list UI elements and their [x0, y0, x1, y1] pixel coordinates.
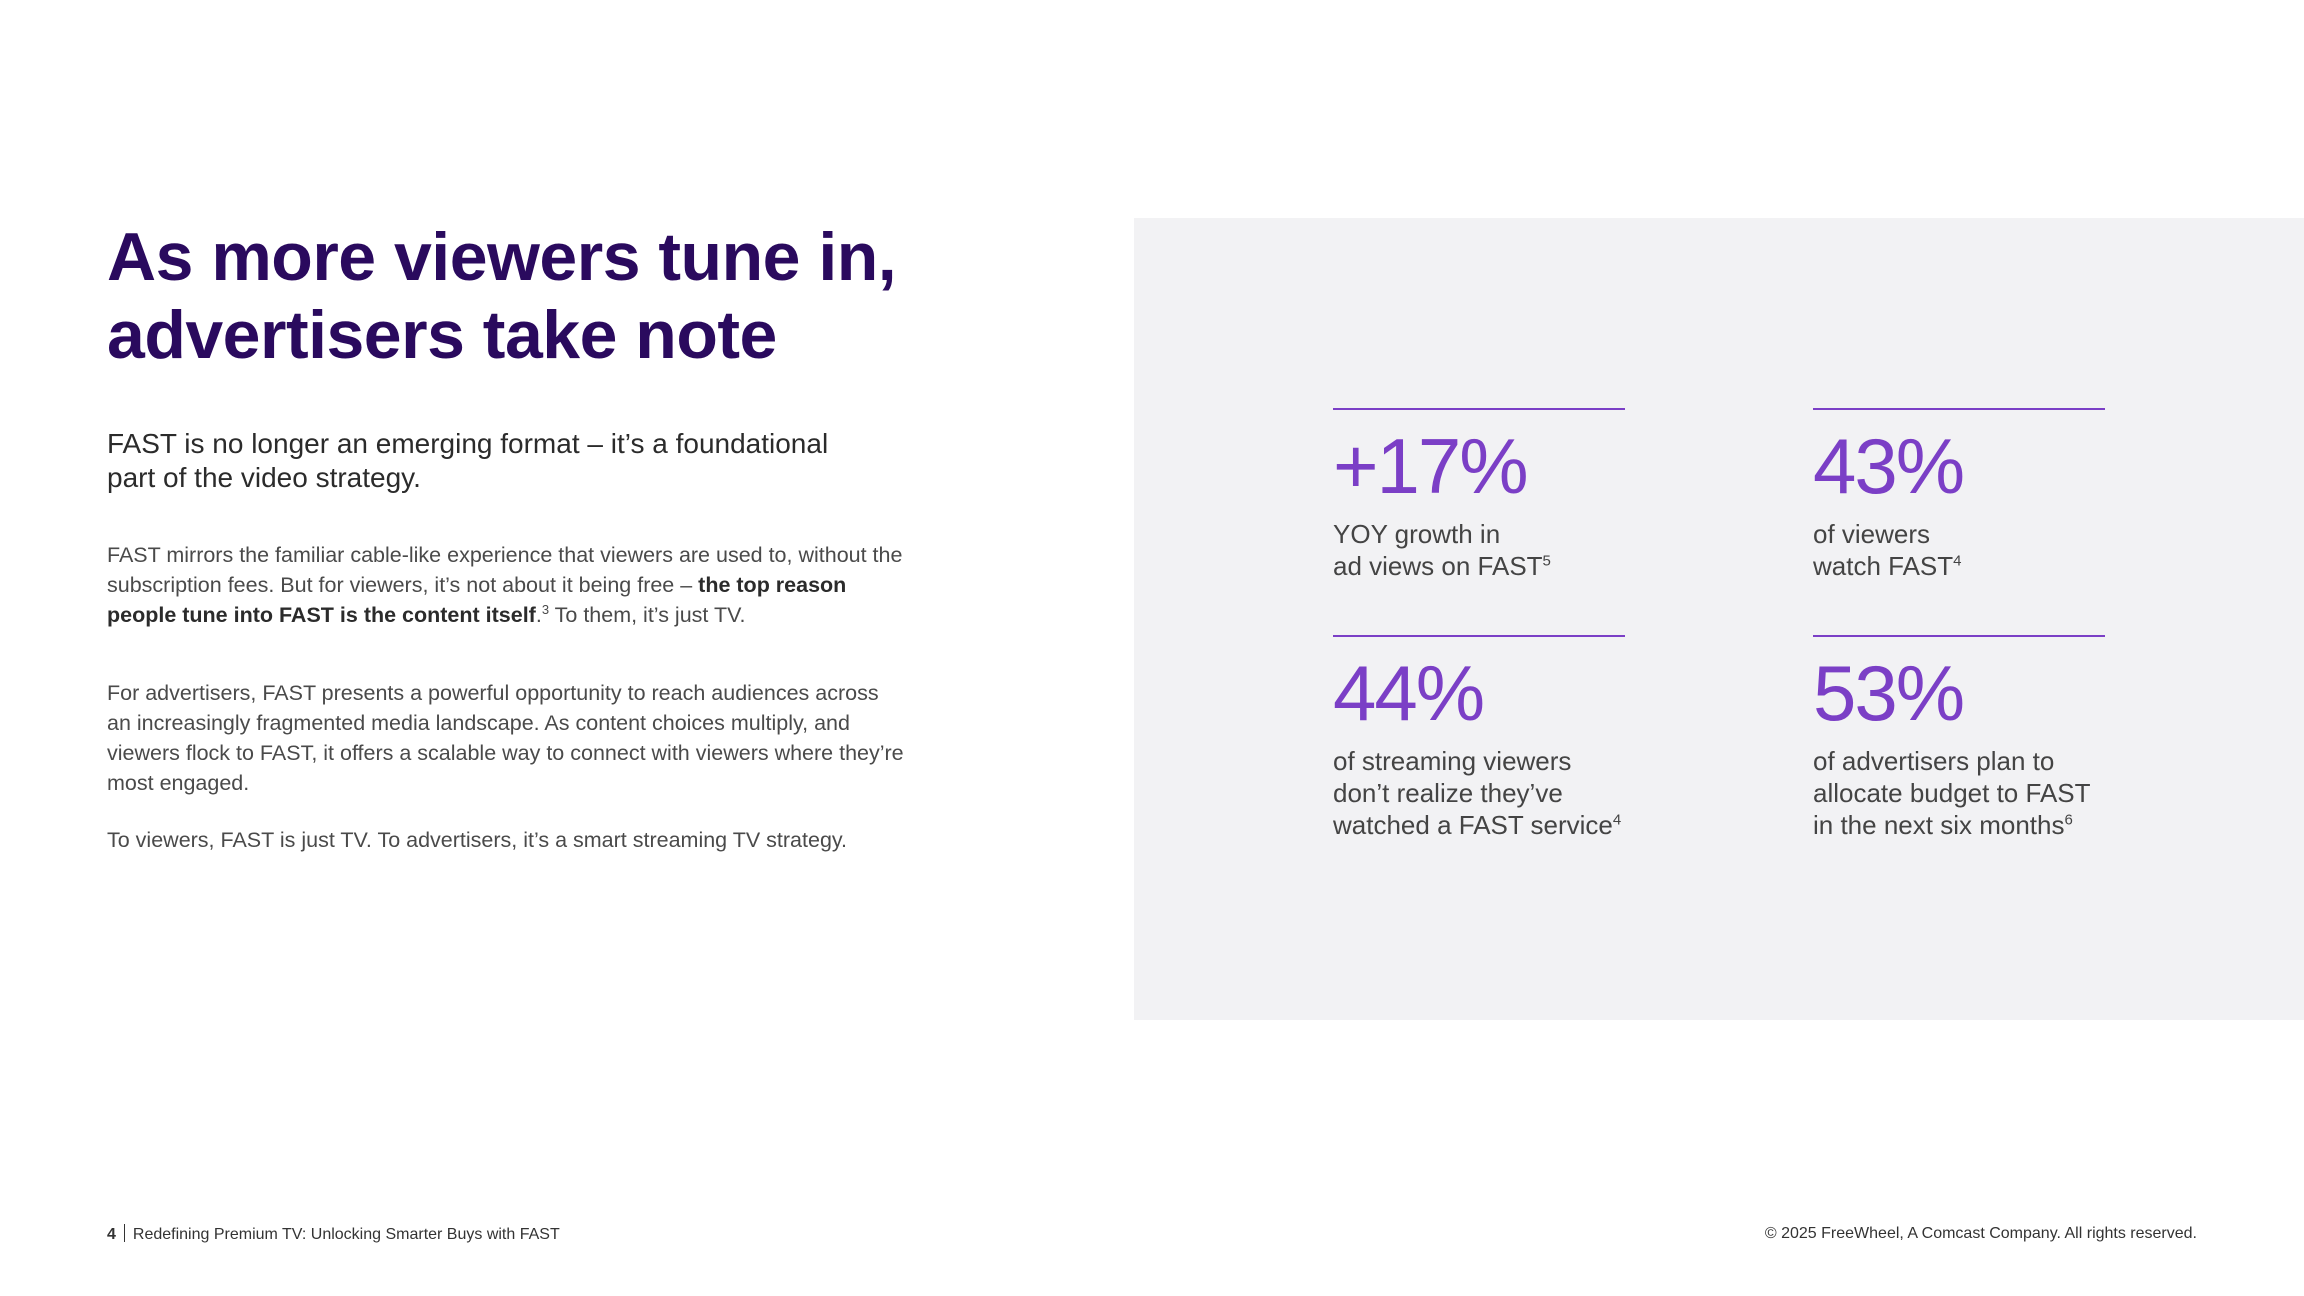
stat-desc-line: don’t realize they’ve	[1333, 778, 1563, 808]
stat-desc-line: watched a FAST service4	[1333, 809, 1633, 841]
stat-desc-line: YOY growth in	[1333, 519, 1501, 549]
stat-description: YOY growth in ad views on FAST5	[1333, 518, 1633, 582]
stat-desc-line: ad views on FAST5	[1333, 550, 1633, 582]
page-title: As more viewers tune in, advertisers tak…	[107, 218, 1007, 374]
stat-value: 44%	[1333, 649, 1485, 737]
stat-desc-text: watched a FAST service	[1333, 810, 1613, 840]
p1-bold-text: the top reason people tune into FAST is …	[107, 573, 847, 627]
stat-desc-text: watch FAST	[1813, 551, 1954, 581]
stat-card-advertiser-budget: 53% of advertisers plan to allocate budg…	[1813, 635, 2113, 841]
stat-divider	[1813, 408, 2105, 410]
footer-left: 4 Redefining Premium TV: Unlocking Smarte…	[107, 1224, 560, 1245]
stat-card-unaware-viewers: 44% of streaming viewers don’t realize t…	[1333, 635, 1633, 841]
stat-desc-text: in the next six months	[1813, 810, 2065, 840]
stats-panel: +17% YOY growth in ad views on FAST5 43%…	[1134, 218, 2304, 1020]
stat-desc-line: in the next six months6	[1813, 809, 2113, 841]
stat-divider	[1333, 408, 1625, 410]
lede-line-2: part of the video strategy.	[107, 462, 421, 493]
stat-value: +17%	[1333, 422, 1529, 510]
footnote-ref: 5	[1542, 552, 1551, 570]
body-paragraph-3: To viewers, FAST is just TV. To advertis…	[107, 828, 848, 852]
footnote-ref-3: 3	[541, 601, 550, 617]
body-paragraph-2: For advertisers, FAST presents a powerfu…	[107, 681, 904, 795]
stat-value: 53%	[1813, 649, 1965, 737]
stat-divider	[1813, 635, 2105, 637]
page-title-line-2: advertisers take note	[107, 297, 777, 373]
stat-desc-line: of viewers	[1813, 519, 1931, 549]
page-number: 4	[107, 1226, 116, 1243]
stat-desc-text: ad views on FAST	[1333, 551, 1543, 581]
stat-desc-line: of advertisers plan to	[1813, 746, 2055, 776]
stat-card-yoy-growth: +17% YOY growth in ad views on FAST5	[1333, 408, 1633, 582]
p1-text-c: To them, it’s just TV.	[549, 603, 746, 627]
lede-text: FAST is no longer an emerging format – i…	[107, 427, 907, 495]
stat-desc-line: watch FAST4	[1813, 550, 2113, 582]
stat-value: 43%	[1813, 422, 1965, 510]
footnote-ref: 6	[2064, 811, 2073, 829]
stat-description: of advertisers plan to allocate budget t…	[1813, 745, 2113, 841]
footer-separator	[123, 1224, 125, 1242]
stat-description: of viewers watch FAST4	[1813, 518, 2113, 582]
lede-line-1: FAST is no longer an emerging format – i…	[107, 428, 829, 459]
stat-description: of streaming viewers don’t realize they’…	[1333, 745, 1633, 841]
p1-text-b: .	[535, 603, 542, 627]
copyright-notice: © 2025 FreeWheel, A Comcast Company. All…	[1764, 1225, 2197, 1242]
body-paragraph-1: FAST mirrors the familiar cable-like exp…	[107, 540, 907, 630]
p1-text-a: FAST mirrors the familiar cable-like exp…	[107, 543, 903, 597]
footnote-ref: 4	[1612, 811, 1622, 829]
stat-desc-line: of streaming viewers	[1333, 746, 1572, 776]
document-title: Redefining Premium TV: Unlocking Smarter…	[132, 1226, 560, 1243]
stat-desc-line: allocate budget to FAST	[1813, 778, 2091, 808]
stat-divider	[1333, 635, 1625, 637]
footnote-ref: 4	[1953, 552, 1962, 570]
page-title-line-1: As more viewers tune in,	[107, 219, 897, 295]
stat-card-viewers-watch: 43% of viewers watch FAST4	[1813, 408, 2113, 582]
